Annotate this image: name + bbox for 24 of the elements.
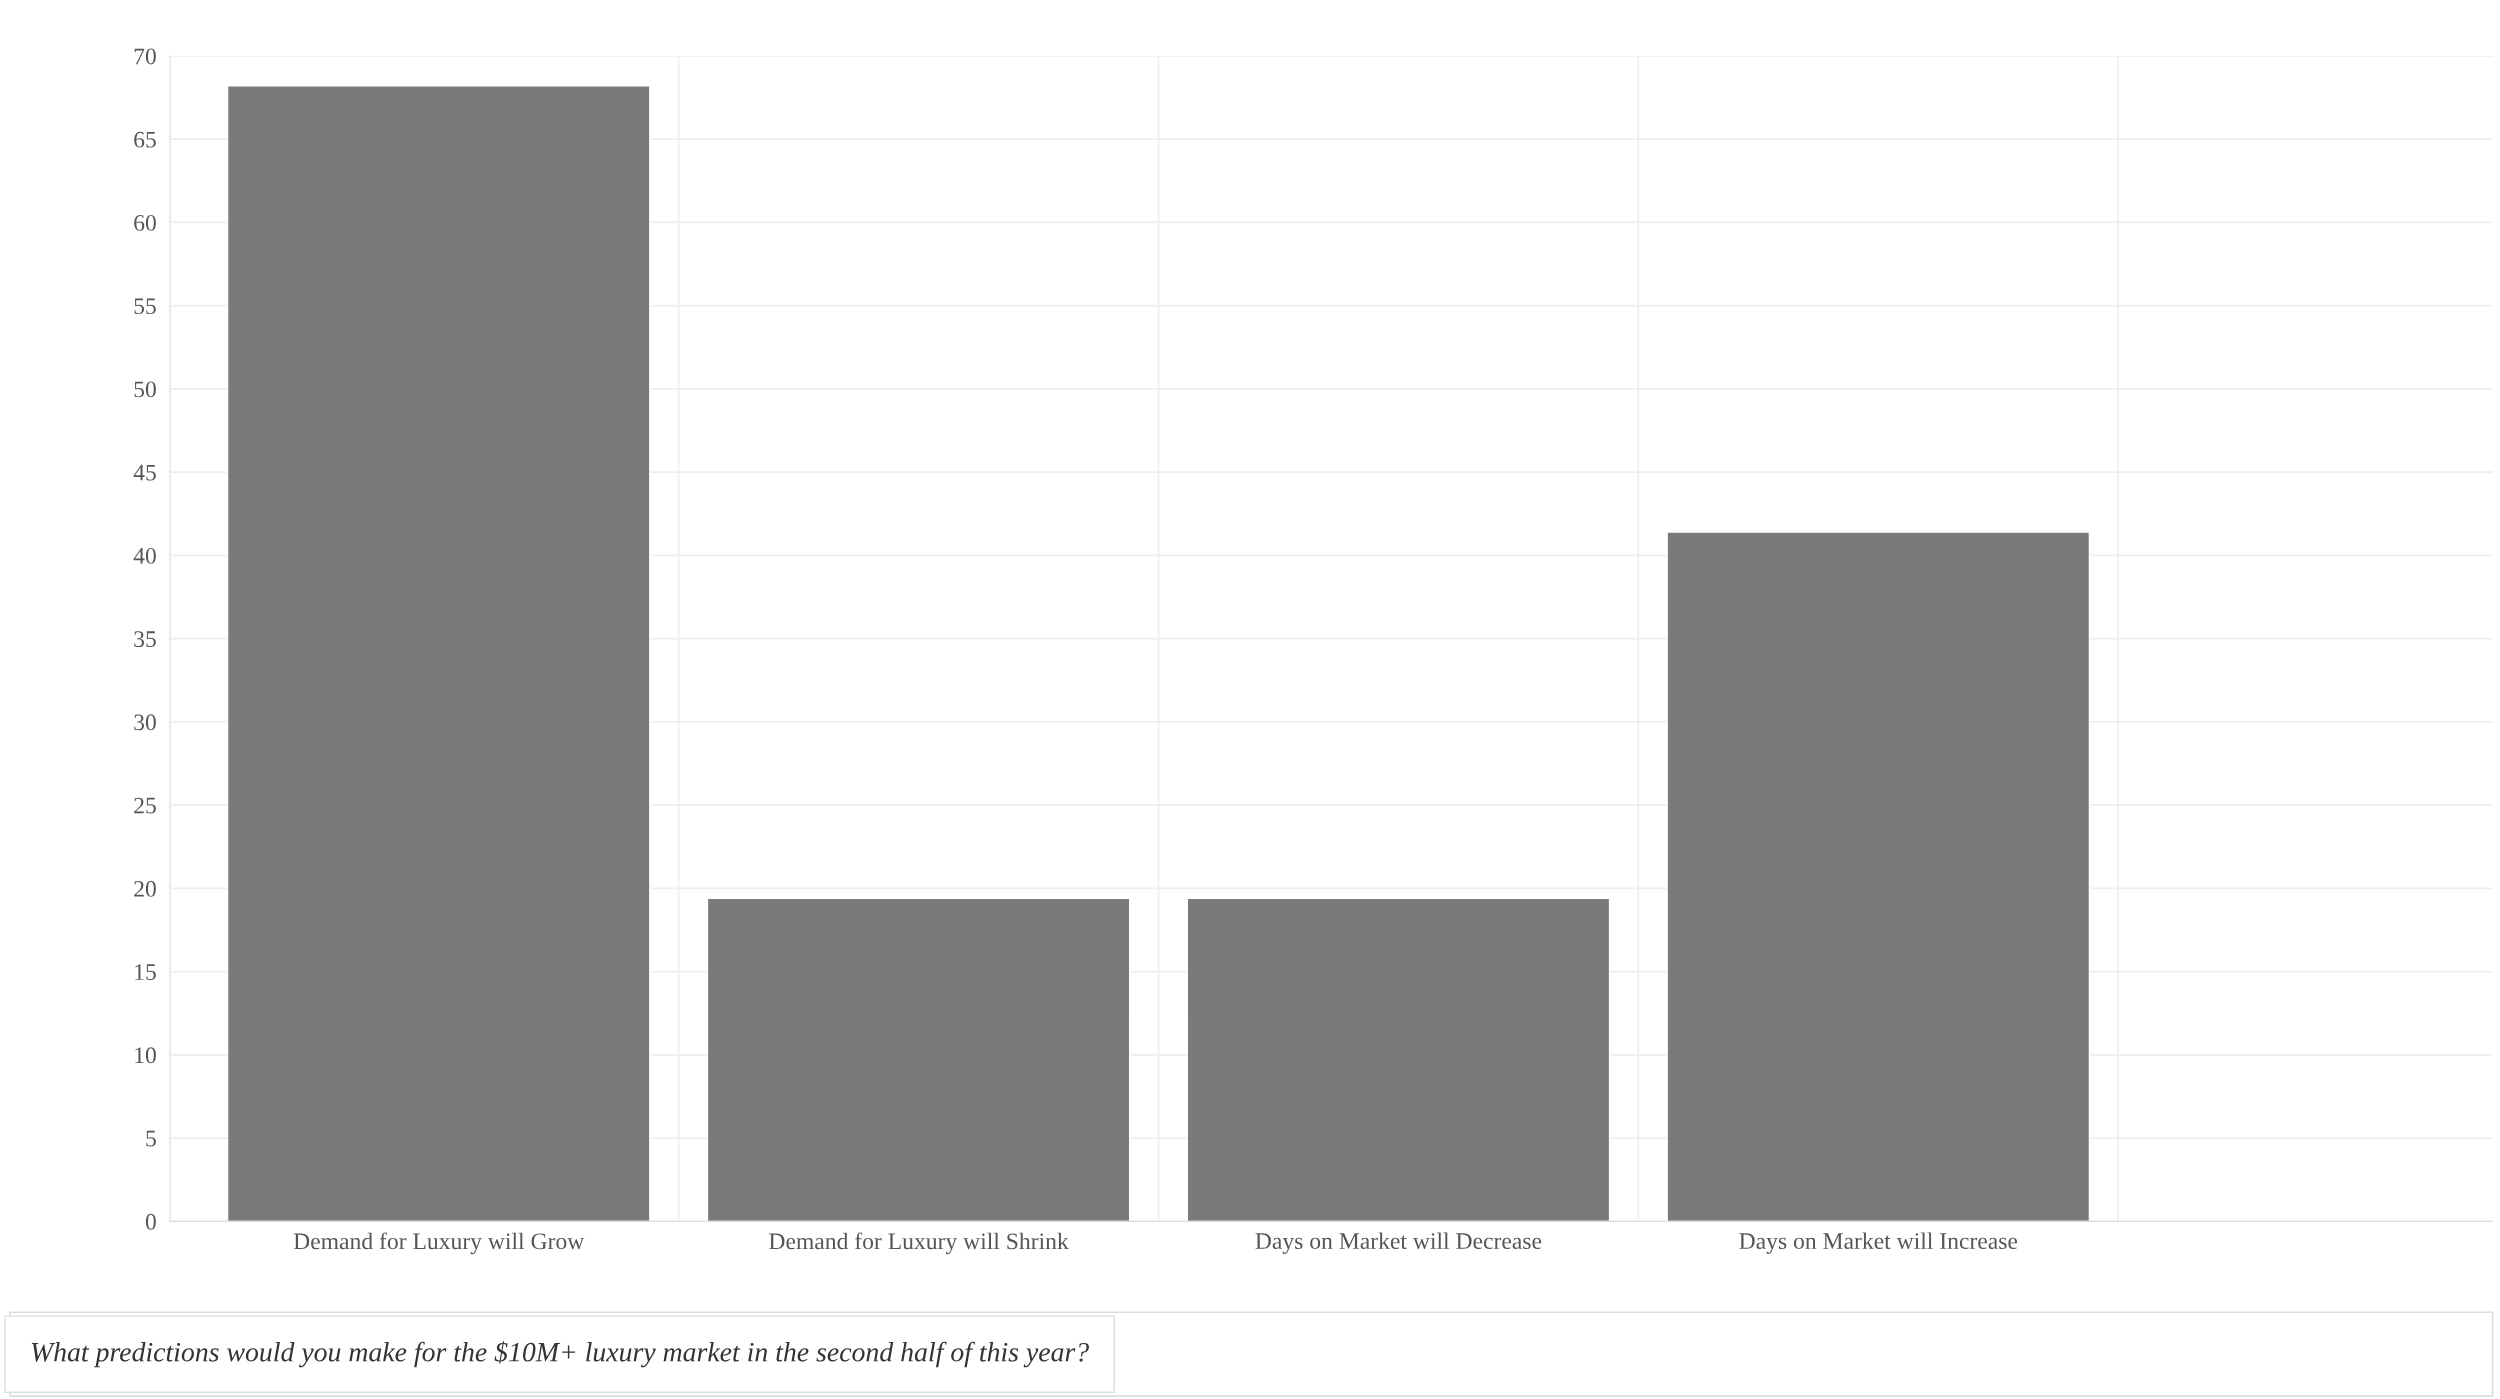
x-tick-label: Days on Market will Increase xyxy=(1739,1232,2018,1254)
y-tick-label: 20 xyxy=(134,880,156,897)
y-tick-label: 65 xyxy=(134,131,156,148)
bar xyxy=(1666,531,2091,1222)
y-tick-label: 30 xyxy=(134,714,156,731)
y-tick-label: 0 xyxy=(145,1213,156,1230)
y-tick-label: 15 xyxy=(135,964,156,981)
bar xyxy=(706,897,1131,1222)
x-tick-label: Demand for Luxury will Grow xyxy=(293,1232,585,1255)
y-tick-label: 40 xyxy=(133,547,156,564)
y-tick-label: 25 xyxy=(134,797,156,814)
bar xyxy=(226,85,651,1222)
y-tick-label: 45 xyxy=(133,464,156,481)
y-tick-label: 10 xyxy=(135,1047,156,1064)
text: What predictions would you make for the $10M+ luxury market in the second half of this year? xyxy=(31,1341,1089,1368)
y-tick-label: 70 xyxy=(134,48,156,65)
y-tick-label: 50 xyxy=(134,381,156,398)
y-tick-label: 55 xyxy=(134,298,156,315)
x-tick-label: Days on Market will Decrease xyxy=(1255,1232,1542,1254)
y-tick-label: 5 xyxy=(146,1130,156,1147)
y-tick-label: 35 xyxy=(134,631,156,648)
x-tick-label: Demand for Luxury will Shrink xyxy=(769,1232,1069,1255)
y-tick-label: 60 xyxy=(134,214,156,231)
bar xyxy=(1186,897,1611,1222)
